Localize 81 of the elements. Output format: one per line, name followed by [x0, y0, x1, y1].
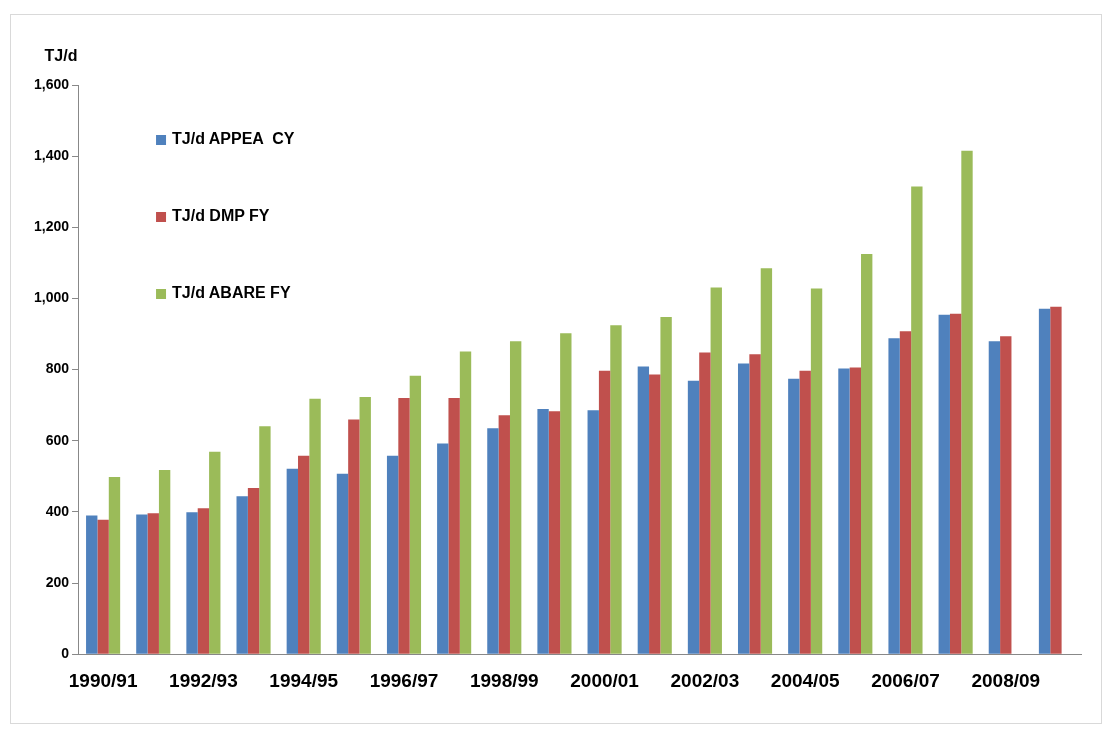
bar — [961, 150, 973, 654]
bar — [348, 419, 360, 654]
x-tick-label: 2006/07 — [871, 669, 940, 691]
bar — [158, 469, 171, 654]
bar — [147, 513, 159, 654]
bar — [587, 410, 599, 654]
x-tick-label: 2000/01 — [570, 669, 640, 691]
legend-label: TJ/d ABARE FY — [172, 284, 291, 302]
bar — [448, 398, 460, 654]
x-tick-label: 1992/93 — [169, 669, 238, 691]
bar — [687, 380, 700, 654]
bar — [336, 473, 349, 654]
bar — [988, 341, 1001, 654]
bar — [861, 253, 873, 654]
bar — [598, 370, 611, 654]
y-tick-label: 1,400 — [33, 147, 70, 164]
bar — [699, 352, 711, 654]
bar — [197, 508, 210, 654]
bar — [136, 514, 148, 654]
y-tick-label: 1,200 — [33, 218, 70, 235]
x-tick-label: 2002/03 — [670, 669, 740, 691]
bar — [660, 316, 672, 654]
y-tick-label: 1,000 — [33, 289, 70, 306]
bar — [1050, 306, 1062, 654]
bar — [437, 443, 449, 654]
legend-label: TJ/d APPEA CY — [172, 130, 295, 148]
bar — [409, 375, 422, 654]
bar — [760, 268, 773, 654]
y-tick-label: 200 — [45, 573, 70, 590]
x-tick-label: 1996/97 — [369, 669, 439, 691]
bar — [610, 325, 622, 654]
bar — [509, 341, 522, 654]
bar — [247, 488, 260, 654]
bar — [398, 398, 410, 654]
x-tick-label: 1994/95 — [269, 669, 339, 691]
x-tick-label: 2008/09 — [971, 669, 1041, 691]
bar — [259, 426, 271, 654]
y-tick-label: 0 — [61, 645, 70, 662]
bar — [737, 363, 750, 654]
bar — [637, 366, 650, 654]
y-tick-label: 400 — [45, 502, 70, 519]
bar — [838, 368, 850, 654]
bar — [710, 287, 722, 654]
bar — [498, 415, 510, 654]
bar — [209, 451, 221, 654]
bar — [749, 354, 761, 654]
bar — [186, 512, 198, 654]
bar — [359, 396, 371, 654]
bar — [459, 351, 472, 654]
bar — [108, 477, 121, 654]
bar — [487, 428, 499, 654]
legend-label: TJ/d DMP FY — [172, 207, 270, 225]
bar — [649, 374, 661, 654]
y-tick-label: 600 — [45, 431, 70, 448]
bar — [286, 468, 299, 654]
bar — [911, 186, 923, 654]
bar — [548, 411, 561, 654]
bar — [86, 515, 98, 654]
bar — [888, 338, 900, 654]
x-tick-label: 2004/05 — [770, 669, 840, 691]
bar — [938, 314, 950, 654]
bar — [1038, 308, 1051, 654]
bar — [309, 398, 321, 654]
bar — [236, 496, 248, 654]
bar — [849, 367, 862, 654]
y-axis-title: TJ/d — [44, 47, 78, 65]
bar — [1000, 336, 1012, 654]
bar — [386, 455, 399, 654]
bar — [298, 455, 310, 654]
x-tick-label: 1998/99 — [469, 669, 539, 691]
bar — [810, 288, 823, 654]
bar — [799, 370, 811, 654]
bar — [949, 313, 962, 654]
x-tick-label: 1990/91 — [68, 669, 138, 691]
bar — [899, 331, 912, 654]
y-tick-label: 800 — [45, 360, 70, 377]
bar — [560, 333, 572, 654]
bar — [537, 409, 549, 654]
bar — [788, 378, 800, 654]
bar — [97, 519, 109, 654]
y-tick-label: 1,600 — [33, 75, 70, 92]
